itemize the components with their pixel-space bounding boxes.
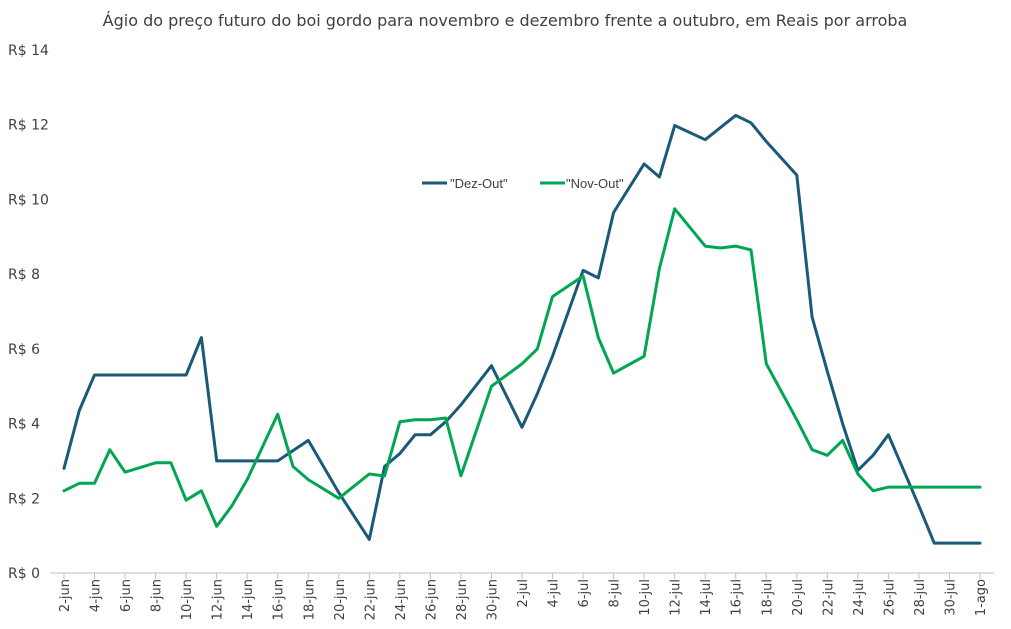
x-tick-label: 20-jul: [791, 579, 806, 616]
x-tick-label: 10-jul: [638, 579, 653, 616]
legend: "Dez-Out" "Nov-Out": [422, 176, 624, 191]
x-tick-label: 30-jul: [943, 579, 958, 616]
x-tick-label: 24-jun: [394, 579, 409, 620]
x-tick-label: 4-jun: [89, 579, 104, 612]
series-line-dez-out: [62, 113, 982, 545]
x-tick-label: 12-jun: [211, 579, 226, 620]
y-tick-label: R$ 2: [8, 491, 40, 507]
x-tick-label: 20-jun: [333, 579, 348, 620]
y-tick-label: R$ 8: [8, 267, 40, 283]
x-tick-label: 6-jun: [119, 579, 134, 612]
x-tick-label: 12-jul: [669, 579, 684, 616]
x-tick-label: 2-jun: [58, 579, 73, 612]
x-tick-label: 1-ago: [974, 579, 989, 616]
x-tick-label: 28-jun: [455, 579, 470, 620]
x-tick-label: 8-jun: [150, 579, 165, 612]
y-tick-label: R$ 14: [8, 43, 49, 59]
x-tick-label: 18-jul: [760, 579, 775, 616]
y-tick-label: R$ 12: [8, 118, 49, 134]
series-layer: [62, 113, 982, 545]
y-tick-label: R$ 0: [8, 566, 40, 582]
x-tick-label: 4-jul: [547, 579, 562, 607]
x-tick-label: 8-jul: [608, 579, 623, 607]
x-tick-label: 14-jun: [241, 579, 256, 620]
y-tick-label: R$ 6: [8, 342, 40, 358]
x-tick-label: 14-jul: [699, 579, 714, 616]
chart-title: Ágio do preço futuro do boi gordo para n…: [103, 11, 908, 30]
x-axis: 2-jun 4-jun 6-jun 8-jun 10-jun 12-jun 14-jun 16…: [50, 572, 994, 620]
legend-label-nov-out: "Nov-Out": [566, 176, 624, 191]
y-axis: R$ 0 R$ 2 R$ 4 R$ 6 R$ 8 R$ 10 R$ 12 R$ 14: [8, 43, 49, 582]
x-tick-label: 22-jul: [821, 579, 836, 616]
x-tick-label: 16-jul: [730, 579, 745, 616]
x-tick-label: 16-jun: [272, 579, 287, 620]
x-tick-label: 10-jun: [180, 579, 195, 620]
x-tick-label: 2-jul: [516, 579, 531, 607]
x-tick-label: 24-jul: [852, 579, 867, 616]
legend-label-dez-out: "Dez-Out": [450, 176, 508, 191]
y-tick-label: R$ 4: [8, 417, 40, 433]
x-tick-label: 26-jul: [882, 579, 897, 616]
series-line-nov-out: [62, 207, 982, 528]
x-tick-label: 28-jul: [913, 579, 928, 616]
y-tick-label: R$ 10: [8, 192, 49, 208]
x-tick-label: 30-jun: [485, 579, 500, 620]
x-tick-label: 6-jul: [577, 579, 592, 607]
x-tick-label: 26-jun: [424, 579, 439, 620]
x-tick-label: 18-jun: [302, 579, 317, 620]
x-tick-label: 22-jun: [363, 579, 378, 620]
